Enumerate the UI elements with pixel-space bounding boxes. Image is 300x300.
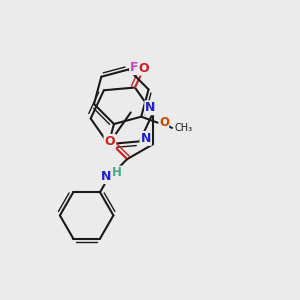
- Text: N: N: [145, 101, 156, 114]
- Text: O: O: [105, 135, 115, 148]
- Text: O: O: [159, 116, 169, 129]
- Text: N: N: [100, 170, 111, 183]
- Text: O: O: [139, 61, 149, 75]
- Text: N: N: [140, 132, 151, 145]
- Text: F: F: [130, 61, 138, 74]
- Text: CH₃: CH₃: [174, 123, 193, 133]
- Text: H: H: [112, 166, 122, 179]
